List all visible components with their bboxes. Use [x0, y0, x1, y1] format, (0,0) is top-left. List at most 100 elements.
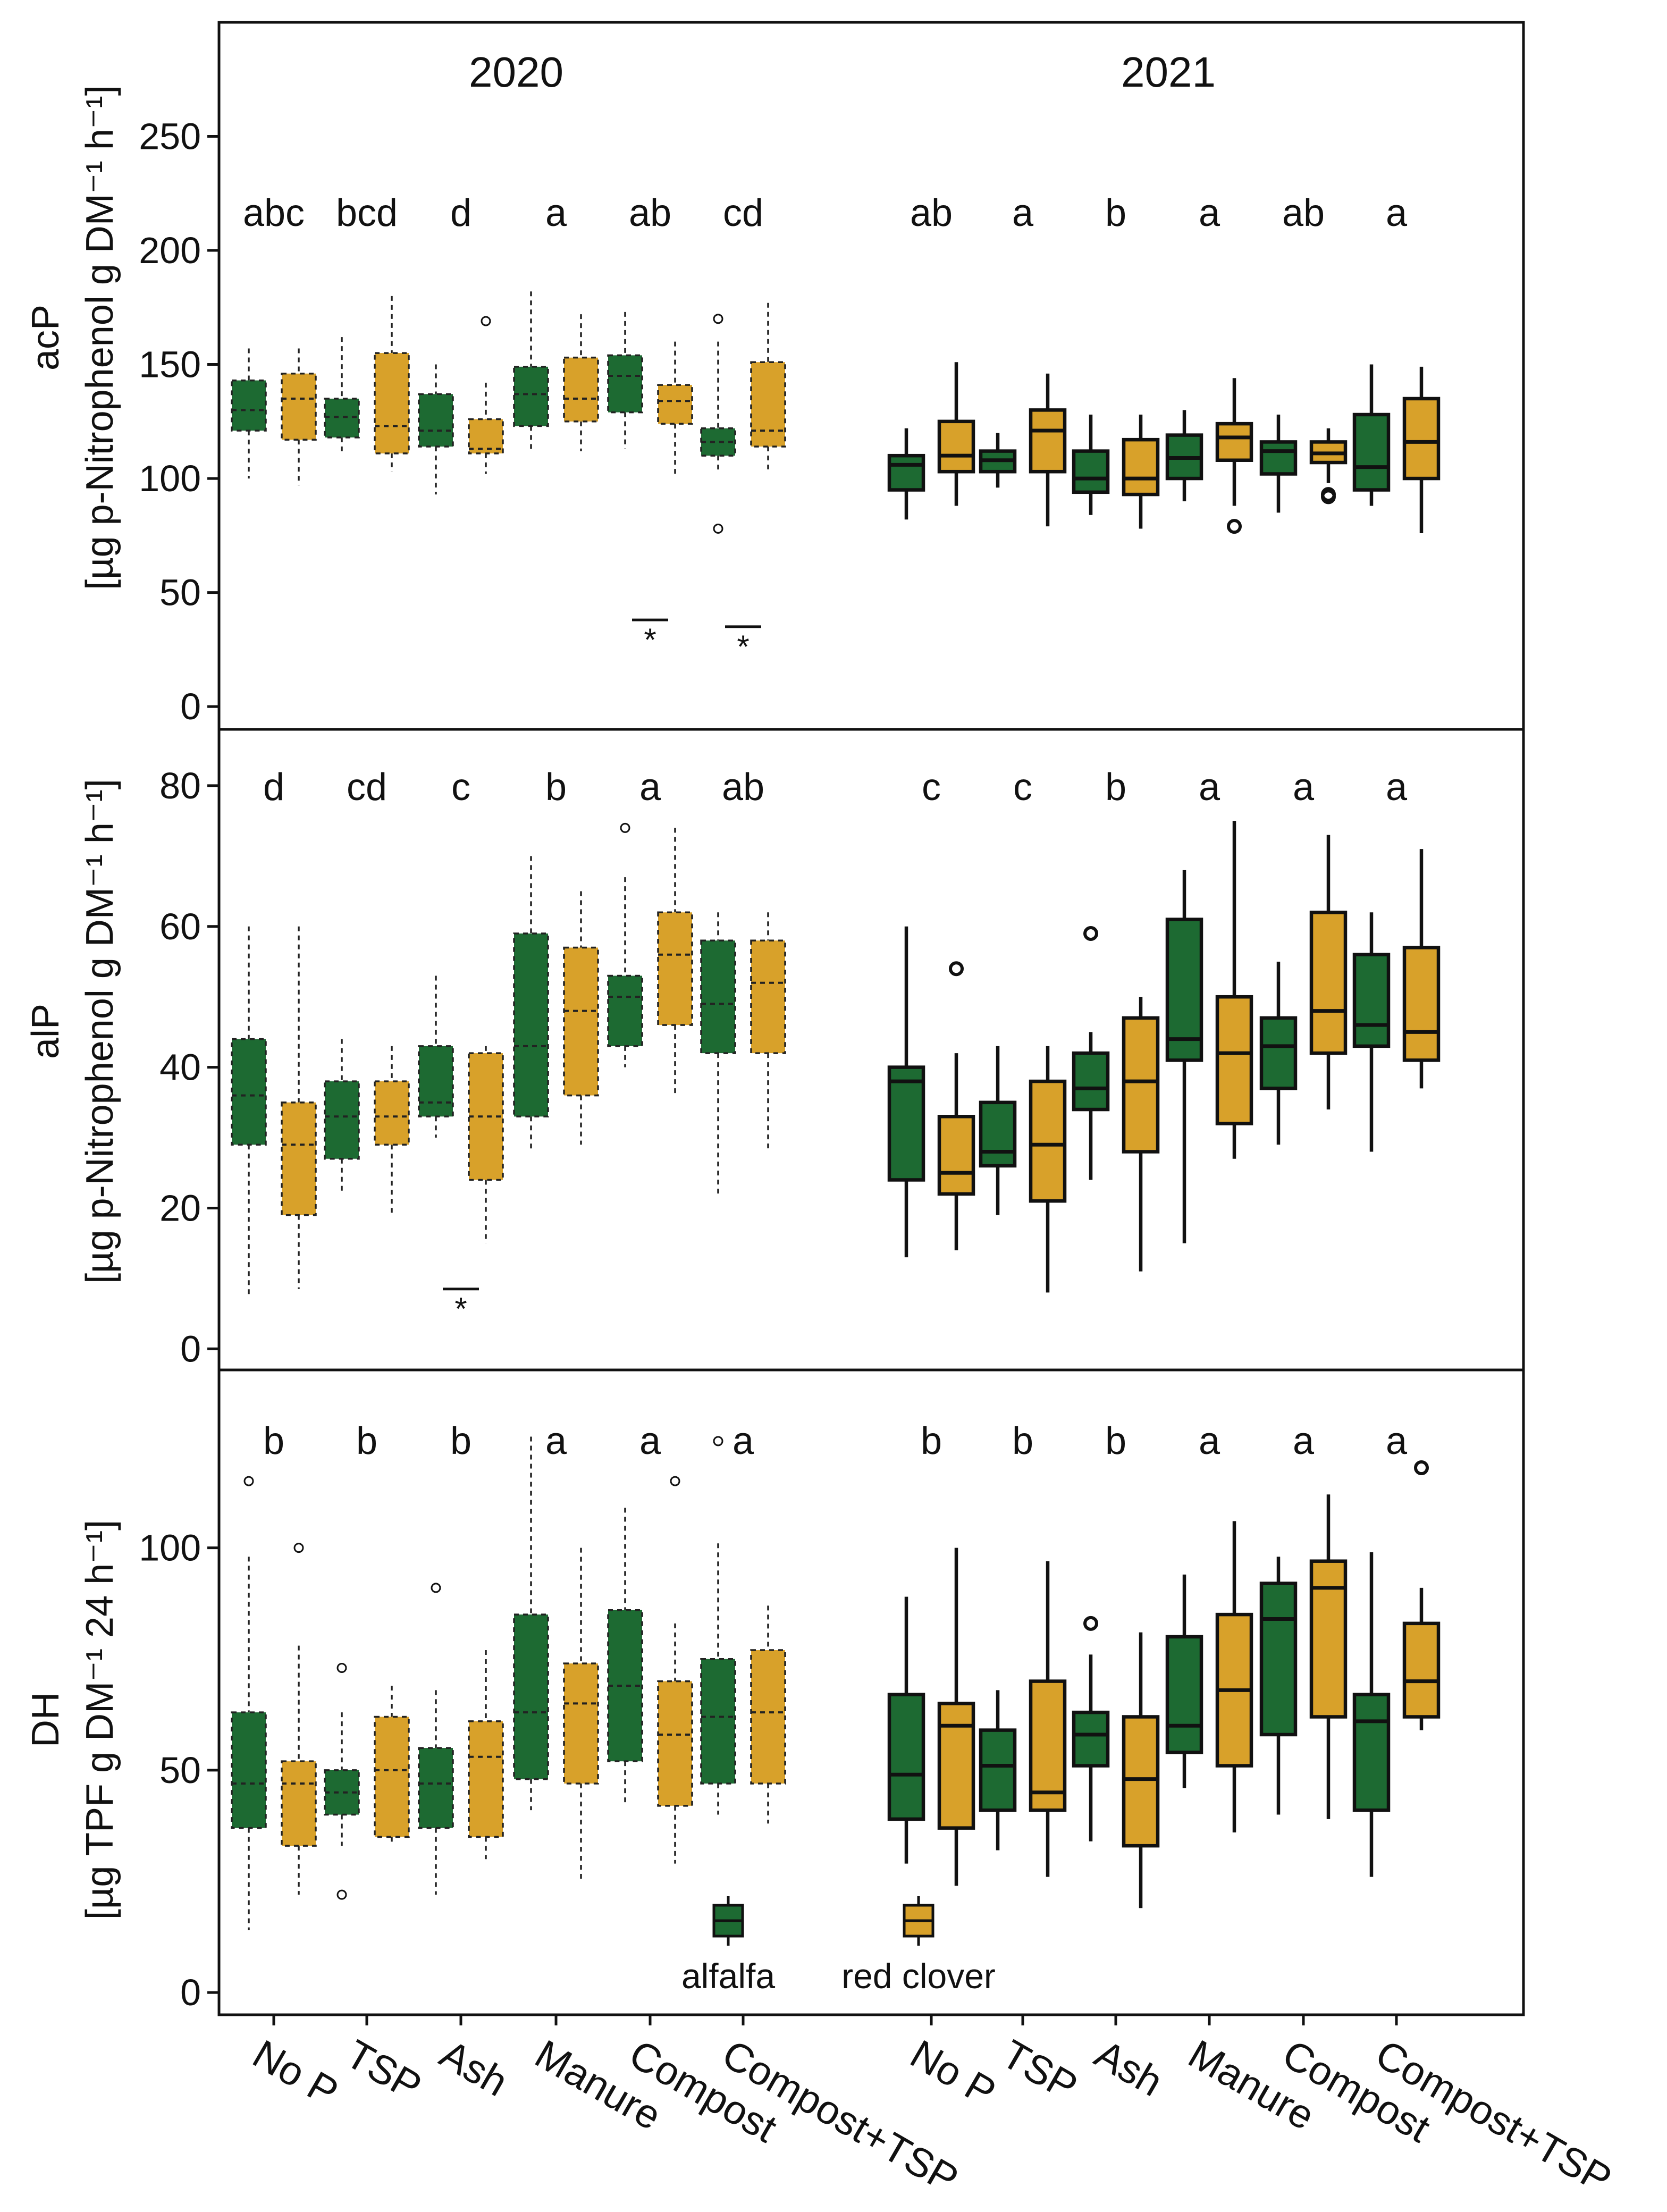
- box-DH-2021-alfalfa-0-box: [887, 1693, 925, 1821]
- letter-acP-2021-4: ab: [1282, 192, 1325, 234]
- box-DH-2020-alfalfa-0-outlier-0: [243, 1476, 254, 1486]
- box-DH-2020-alfalfa-0-box: [231, 1711, 267, 1829]
- box-acP-2021-red-clover-2-box: [1122, 438, 1160, 497]
- letter-DH-2021-4: a: [1293, 1420, 1315, 1462]
- box-acP-2020-alfalfa-5-outlier-1: [713, 314, 723, 324]
- box-alP-2021-alfalfa-0-box: [887, 1065, 925, 1182]
- box-acP-2021-alfalfa-0-box: [887, 453, 925, 492]
- box-acP-2021-alfalfa-4-box: [1259, 440, 1298, 476]
- letter-alP-2021-3: a: [1199, 766, 1220, 809]
- y-tick-label-acP: 50: [159, 572, 201, 613]
- box-alP-2020-alfalfa-4-box: [607, 974, 643, 1047]
- letter-alP-2021-1: c: [1013, 766, 1032, 809]
- box-DH-2020-alfalfa-1-box: [324, 1769, 360, 1816]
- legend-label-red-clover: red clover: [841, 1956, 996, 1996]
- box-acP-2020-alfalfa-5-outlier-0: [713, 523, 723, 534]
- letter-alP-2020-5: ab: [722, 766, 764, 809]
- letter-alP-2020-2: c: [451, 766, 470, 809]
- box-DH-2020-red-clover-0-outlier-0: [293, 1543, 304, 1553]
- box-alP-2020-alfalfa-3-box: [513, 932, 549, 1118]
- y-tick-label-DH: 0: [180, 1972, 201, 2013]
- significance-star-acP-0: *: [644, 622, 656, 658]
- box-alP-2020-red-clover-5-box: [750, 939, 786, 1054]
- box-acP-2020-red-clover-1-box: [374, 352, 410, 455]
- box-DH-2020-red-clover-4-outlier-0: [670, 1476, 680, 1486]
- box-acP-2020-red-clover-0-box: [281, 372, 317, 441]
- box-alP-2021-alfalfa-5-box: [1352, 953, 1391, 1048]
- letter-alP-2020-3: b: [545, 766, 567, 809]
- panel-frames: [217, 21, 1525, 2016]
- y-tick-label-DH: 100: [139, 1527, 201, 1569]
- y-axis-title-acp: acP [µg p-Nitrophenol g DM⁻¹ h⁻¹]: [24, 85, 121, 590]
- box-alP-2020-red-clover-0-box: [281, 1101, 317, 1216]
- letter-acP-2020-5: cd: [723, 192, 763, 234]
- box-acP-2020-red-clover-4-box: [657, 384, 693, 425]
- box-DH-2021-red-clover-0-box: [937, 1702, 975, 1830]
- y-axis-title-dh-line2: [µg TPF g DM⁻¹ 24 h⁻¹]: [79, 1520, 121, 1920]
- letter-acP-2020-0: abc: [243, 192, 305, 234]
- box-DH-2021-alfalfa-2-box: [1072, 1710, 1110, 1768]
- box-DH-2020-alfalfa-1-outlier-0: [336, 1662, 347, 1673]
- letter-alP-2021-2: b: [1105, 766, 1126, 809]
- box-DH-2021-red-clover-2-box: [1122, 1715, 1160, 1848]
- box-DH-2021-alfalfa-2-outlier-0: [1083, 1616, 1098, 1631]
- y-tick-label-acP: 200: [139, 230, 201, 271]
- letter-DH-2021-5: a: [1386, 1420, 1408, 1462]
- box-alP-2020-alfalfa-1-box: [324, 1080, 360, 1160]
- box-DH-2021-red-clover-1-box: [1029, 1679, 1067, 1812]
- letter-DH-2020-2: b: [450, 1420, 472, 1462]
- box-acP-2021-red-clover-5-box: [1402, 397, 1441, 481]
- letter-DH-2020-0: b: [263, 1420, 284, 1462]
- box-alP-2021-red-clover-5-box: [1402, 946, 1441, 1062]
- legend: alfalfa red clover: [681, 1896, 996, 1996]
- letter-alP-2021-0: c: [922, 766, 941, 809]
- box-acP-2020-alfalfa-1-box: [324, 398, 360, 439]
- letter-acP-2021-1: a: [1012, 192, 1034, 234]
- box-DH-2020-red-clover-2-box: [468, 1720, 504, 1838]
- y-axis-title-alp-line2: [µg p-Nitrophenol g DM⁻¹ h⁻¹]: [79, 779, 121, 1284]
- y-axis-title-dh: DH [µg TPF g DM⁻¹ 24 h⁻¹]: [24, 1520, 121, 1920]
- letter-alP-2021-5: a: [1386, 766, 1408, 809]
- box-DH-2020-red-clover-5-box: [750, 1649, 786, 1785]
- y-tick-label-alP: 60: [159, 906, 201, 947]
- box-alP-2020-alfalfa-4-outlier-0: [620, 822, 630, 833]
- box-acP-2021-red-clover-0-box: [937, 419, 975, 474]
- letter-DH-2021-3: a: [1199, 1420, 1220, 1462]
- panel-alP: 0 20 40 60 80 d cd c b a ab c c b a a a *: [159, 765, 1441, 1369]
- box-alP-2020-red-clover-3-box: [563, 946, 599, 1097]
- box-acP-2020-alfalfa-2-box: [418, 393, 454, 448]
- box-alP-2021-alfalfa-3-box: [1165, 918, 1203, 1062]
- box-alP-2021-red-clover-2-box: [1122, 1016, 1160, 1154]
- y-tick-label-acP: 100: [139, 458, 201, 499]
- box-DH-2020-alfalfa-5-outlier-0: [713, 1436, 723, 1446]
- y-axis-title-acp-line1: acP: [24, 305, 67, 371]
- box-DH-2021-alfalfa-4-box: [1259, 1582, 1298, 1737]
- box-acP-2020-alfalfa-4-box: [607, 354, 643, 414]
- box-DH-2020-red-clover-1-box: [374, 1715, 410, 1838]
- y-axis-title-dh-line1: DH: [24, 1692, 67, 1747]
- box-alP-2020-red-clover-1-box: [374, 1080, 410, 1146]
- letter-acP-2020-2: d: [450, 192, 472, 234]
- significance-star-acP-1: *: [737, 629, 749, 665]
- letter-acP-2021-3: a: [1199, 192, 1220, 234]
- box-DH-2020-alfalfa-2-outlier-0: [431, 1583, 441, 1593]
- letter-alP-2021-4: a: [1293, 766, 1315, 809]
- box-DH-2021-red-clover-5-box: [1402, 1621, 1441, 1719]
- box-alP-2021-red-clover-3-box: [1215, 995, 1253, 1125]
- letter-acP-2021-2: b: [1105, 192, 1126, 234]
- letter-acP-2021-5: a: [1386, 192, 1408, 234]
- legend-label-alfalfa: alfalfa: [681, 1956, 775, 1996]
- letter-alP-2020-1: cd: [347, 766, 387, 809]
- letter-acP-2020-3: a: [545, 192, 567, 234]
- box-acP-2021-red-clover-3-box: [1215, 422, 1253, 462]
- y-tick-label-acP: 0: [180, 686, 201, 727]
- box-alP-2021-red-clover-1-box: [1029, 1079, 1067, 1203]
- box-acP-2020-alfalfa-0-box: [231, 379, 267, 432]
- year-label-2020: 2020: [469, 48, 563, 96]
- box-alP-2021-alfalfa-1-box: [979, 1100, 1017, 1168]
- significance-star-alP-0: *: [454, 1291, 467, 1327]
- y-tick-label-acP: 250: [139, 116, 201, 157]
